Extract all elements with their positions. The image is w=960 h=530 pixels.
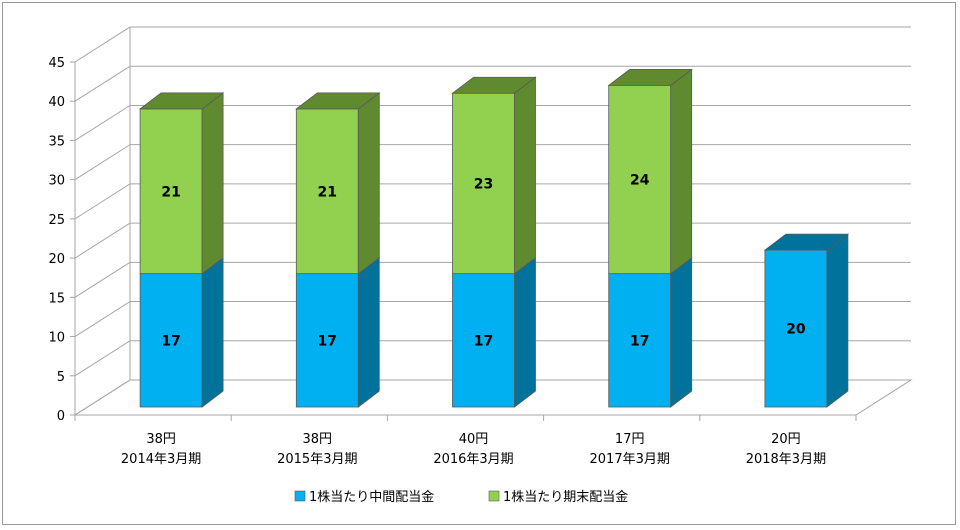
data-label: 17	[161, 333, 180, 349]
gridline	[74, 26, 911, 63]
y-tick-label: 30	[48, 174, 65, 189]
x-category-label: 20円	[771, 432, 801, 447]
data-label: 24	[630, 173, 650, 189]
y-tick-label: 15	[48, 291, 65, 306]
x-category-label: 2016年3月期	[433, 452, 513, 467]
bar-top	[295, 92, 381, 110]
y-tick-label: 10	[48, 331, 65, 346]
bar-front-interim	[608, 273, 672, 408]
bars: 17 21 17 21 17 23 17 24 20	[138, 68, 850, 408]
bar-side	[514, 76, 536, 275]
bar-side	[357, 256, 380, 408]
bar-side	[201, 92, 224, 275]
y-tick-label: 0	[57, 409, 65, 424]
legend-swatch	[294, 490, 306, 502]
bar-top	[451, 76, 537, 94]
data-label: 20	[786, 322, 806, 338]
y-tick-label: 40	[48, 95, 65, 110]
x-category-label: 2015年3月期	[277, 452, 357, 467]
data-label: 17	[474, 333, 493, 349]
x-category-label: 40円	[459, 432, 489, 447]
legend-entry-label: 1株当たり中間配当金	[309, 489, 434, 505]
data-label: 23	[474, 176, 493, 192]
legend-swatch	[488, 490, 500, 502]
y-tick-label: 35	[48, 134, 65, 149]
bar-front-interim	[139, 273, 203, 408]
y-tick-label: 45	[48, 56, 65, 71]
y-tick-label: 5	[57, 370, 65, 385]
y-axis-ticks: 0 5 10 15 20 25 30 35 40 45	[48, 56, 75, 424]
x-category-label: 2017年3月期	[590, 452, 670, 467]
bar-side	[670, 256, 693, 408]
bar-top	[607, 68, 693, 86]
bar-side	[357, 92, 380, 275]
data-label: 17	[630, 333, 649, 349]
dividend-chart: 0 5 10 15 20 25 30 35 40 45 38円 2014年3月期 38円 2015年3月…	[48, 26, 913, 505]
data-label: 21	[318, 184, 337, 200]
bar-side	[670, 68, 693, 275]
bar-top	[138, 92, 225, 110]
y-tick-label: 25	[48, 213, 65, 228]
data-label: 21	[161, 184, 180, 200]
x-category-label: 2014年3月期	[121, 452, 201, 467]
bar-front-final	[295, 108, 359, 275]
bar-side	[201, 256, 224, 408]
bar-side	[826, 233, 849, 408]
x-category-label: 38円	[303, 432, 333, 447]
y-tick-label: 20	[48, 252, 65, 267]
gridline	[74, 65, 911, 102]
legend-entry-label: 1株当たり期末配当金	[503, 489, 628, 505]
bar-side	[514, 256, 536, 408]
bar-front-final	[452, 92, 515, 275]
bar-front-final	[608, 84, 672, 275]
legend: 1株当たり中間配当金 1株当たり期末配当金	[294, 489, 628, 505]
x-category-label: 2018年3月期	[746, 452, 826, 467]
data-label: 17	[318, 333, 337, 349]
bar-front-interim	[764, 249, 828, 408]
bar-top	[763, 233, 850, 251]
x-axis: 38円 2014年3月期 38円 2015年3月期 40円 2016年3月期 17円 2017…	[74, 414, 857, 467]
x-category-label: 38円	[146, 432, 176, 447]
x-category-label: 17円	[615, 432, 645, 447]
